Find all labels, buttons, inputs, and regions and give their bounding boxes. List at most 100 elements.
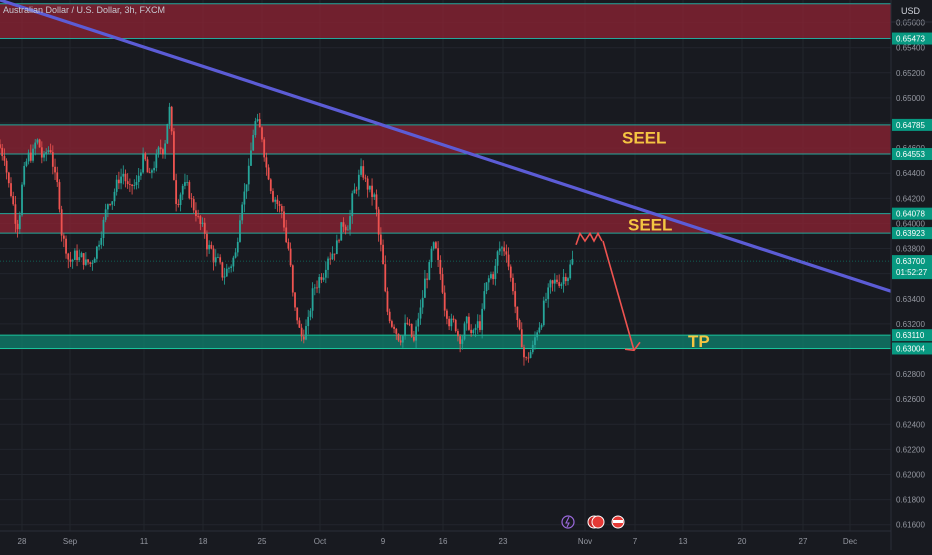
candle-body — [494, 265, 497, 280]
lightning-icon[interactable] — [561, 515, 575, 529]
candle-body — [300, 327, 303, 337]
candle-body — [276, 199, 279, 205]
y-tick-label: 0.63400 — [896, 295, 925, 304]
x-tick-label: 28 — [18, 537, 27, 546]
y-tick-label: 0.62200 — [896, 445, 925, 454]
candle-body — [206, 233, 208, 250]
candle-body — [525, 357, 528, 359]
candle-body — [379, 234, 382, 245]
candle-body — [540, 325, 543, 328]
candle-body — [272, 191, 274, 202]
candle-body — [212, 248, 215, 263]
candle-body — [512, 277, 514, 292]
last-price-label: 0.63700 — [896, 257, 925, 266]
candle-body — [316, 287, 318, 289]
candle-body — [91, 262, 94, 264]
currency-label[interactable]: USD — [901, 6, 921, 16]
y-tick-label: 0.61600 — [896, 521, 925, 530]
candle-body — [122, 173, 125, 177]
candle-body — [569, 264, 572, 279]
candle-body — [353, 189, 356, 194]
candle-body — [124, 173, 127, 182]
flag-icon-2[interactable] — [591, 515, 605, 529]
candle-body — [128, 184, 131, 185]
candle-body — [498, 248, 501, 252]
candle-body — [228, 267, 230, 269]
candle-body — [349, 216, 351, 230]
candle-body — [501, 247, 503, 249]
candle-body — [283, 211, 285, 228]
candle-body — [430, 248, 433, 263]
candle-body — [38, 139, 41, 148]
candle-body — [318, 277, 321, 288]
candle-body — [120, 176, 122, 184]
candle-body — [371, 185, 373, 197]
candle-body — [109, 204, 111, 205]
symbol-title: Australian Dollar / U.S. Dollar, 3h, FXC… — [3, 5, 165, 15]
candle-body — [78, 257, 81, 261]
candle-body — [243, 191, 246, 205]
candle-body — [87, 259, 89, 263]
candle-body — [126, 181, 129, 185]
candle-body — [164, 143, 167, 155]
x-tick-label: Sep — [63, 537, 78, 546]
candle-body — [305, 326, 307, 340]
candle-body — [406, 322, 409, 324]
candle-body — [21, 184, 23, 216]
candle-body — [29, 152, 32, 161]
x-tick-label: Dec — [843, 537, 857, 546]
price-marker-label: 0.64553 — [896, 150, 925, 159]
candles — [0, 102, 574, 366]
candle-body — [545, 299, 547, 301]
y-tick-label: 0.61800 — [896, 496, 925, 505]
candle-body — [496, 251, 499, 266]
candle-body — [322, 277, 325, 280]
candle-body — [250, 150, 252, 166]
candle-body — [503, 247, 506, 252]
candle-body — [404, 322, 406, 337]
candle-body — [567, 278, 569, 282]
candle-body — [536, 332, 539, 338]
candle-body — [162, 149, 164, 155]
candle-body — [269, 179, 272, 192]
candle-body — [476, 321, 479, 328]
time-axis-ticks[interactable]: 28 Sep 11 18 25 Oct 9 16 23 Nov 7 13 20 27 Dec — [18, 537, 858, 546]
candle-body — [487, 278, 490, 283]
candle-body — [23, 165, 26, 185]
candle-body — [14, 204, 17, 224]
candle-body — [417, 318, 420, 327]
candle-body — [527, 357, 530, 359]
event-icons[interactable] — [561, 515, 625, 529]
candle-body — [302, 336, 305, 340]
candle-body — [100, 237, 103, 245]
candle-body — [547, 287, 550, 300]
zigzag-drawing — [575, 231, 603, 246]
trendline[interactable] — [0, 0, 893, 293]
candle-body — [375, 194, 378, 210]
candle-body — [457, 331, 459, 337]
x-tick-label: 27 — [799, 537, 808, 546]
candle-body — [437, 248, 440, 260]
price-marker-bg — [892, 32, 932, 45]
candle-body — [51, 152, 54, 167]
candle-body — [441, 274, 444, 293]
candle-body — [538, 327, 541, 333]
candle-body — [395, 328, 398, 334]
candle-body — [261, 127, 263, 140]
candle-body — [551, 280, 554, 284]
x-tick-label: 20 — [738, 537, 747, 546]
price-marker-bg — [892, 207, 932, 220]
countdown-label: 01:52:27 — [896, 268, 928, 277]
candle-body — [329, 258, 332, 260]
candle-body — [265, 157, 268, 168]
y-tick-label: 0.62800 — [896, 370, 925, 379]
candle-body — [366, 178, 369, 190]
candle-body — [481, 308, 484, 330]
trendline-group[interactable] — [0, 0, 893, 293]
x-tick-label: 9 — [381, 537, 386, 546]
candle-body — [450, 318, 453, 327]
price-marker-bg — [892, 329, 932, 342]
candle-body — [40, 147, 43, 158]
candle-body — [520, 329, 523, 348]
